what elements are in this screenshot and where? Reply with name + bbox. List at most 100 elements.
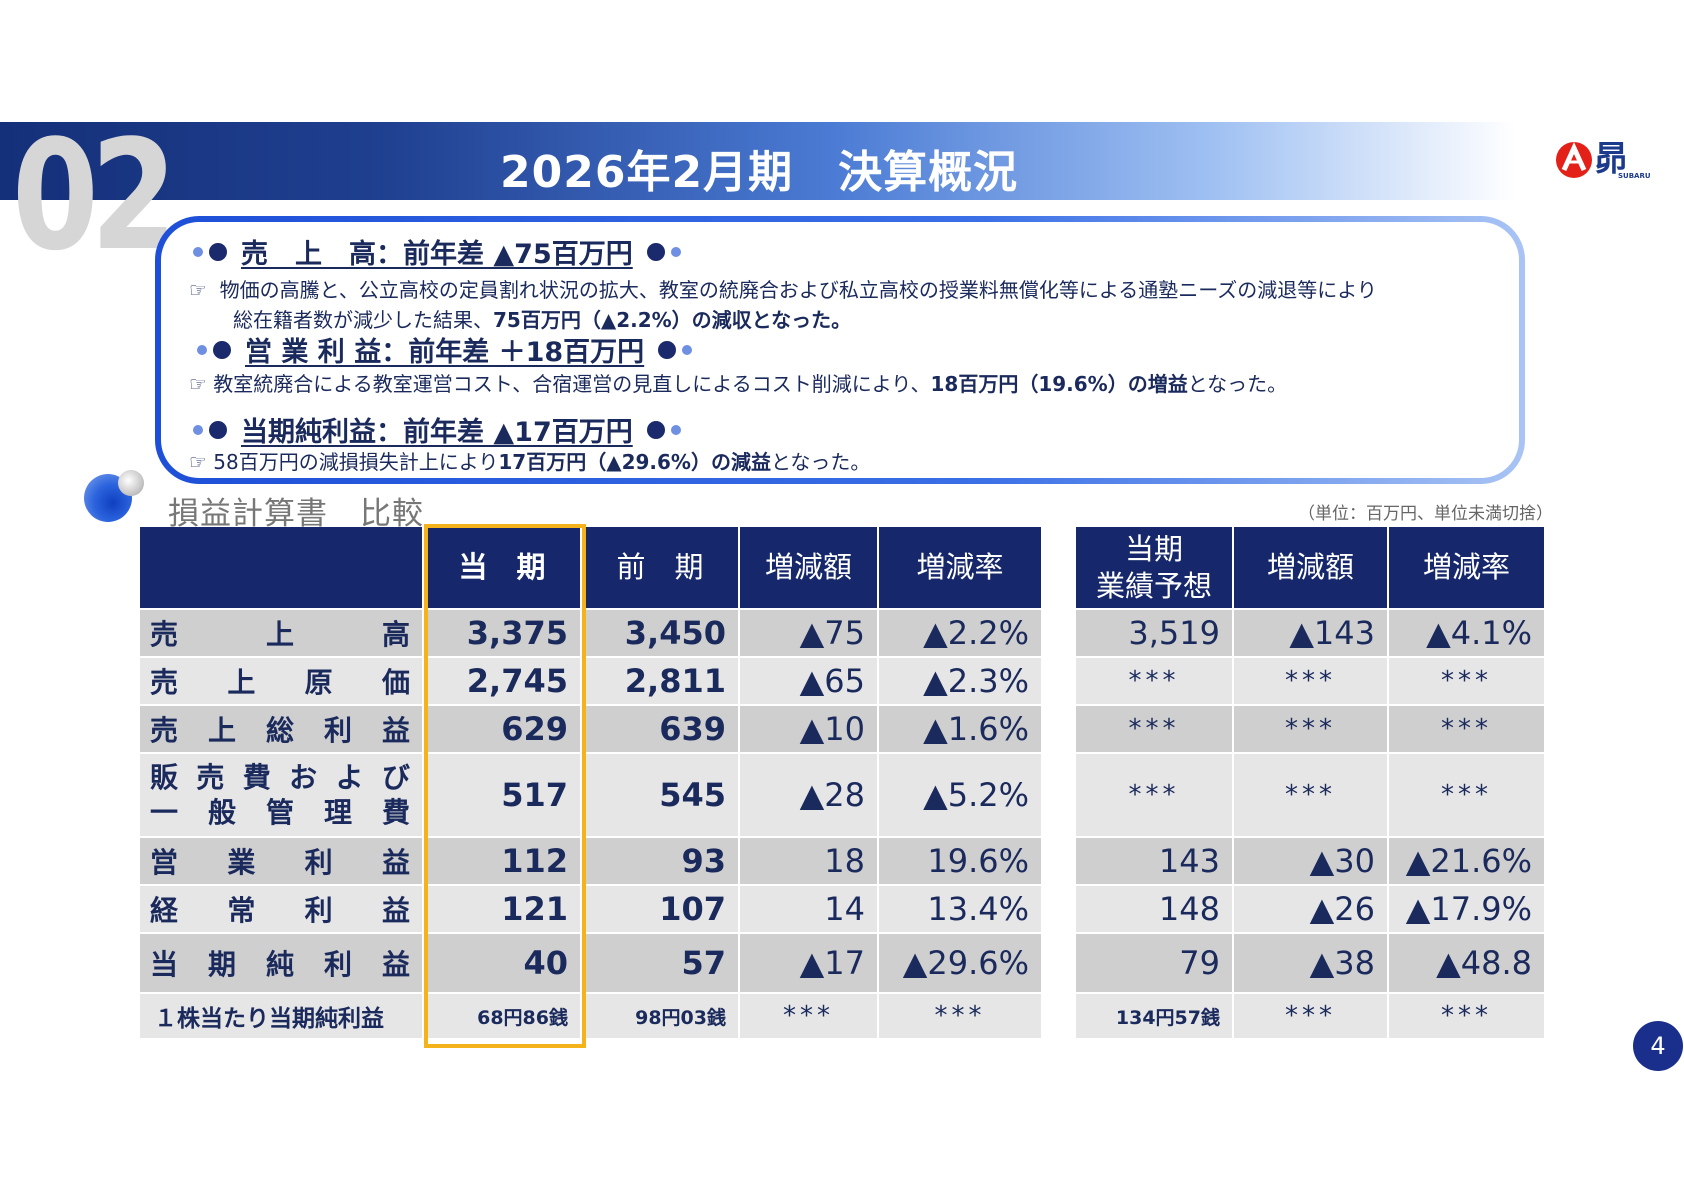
section-orb-small-icon [118,470,144,496]
cell-diff: 14 [740,884,879,932]
cell-forecast: 3,519 [1076,608,1234,656]
cell-diff: ▲17 [740,932,879,992]
table-header-row: 当 期 前 期 増減額 増減率 [140,527,1041,608]
cell-diff: ▲38 [1234,932,1389,992]
table-row: *** *** *** [1076,704,1544,752]
cell-rate: ▲5.2% [879,752,1041,836]
row-label: 販売費および 一般管理費 [140,752,424,836]
cell-diff: *** [740,992,879,1038]
row-label: 売上原価 [140,656,424,704]
cell-diff: 18 [740,836,879,884]
cell-diff: ▲26 [1234,884,1389,932]
cell-forecast: *** [1076,656,1234,704]
cell-current: 112 [424,836,582,884]
cell-diff: ▲10 [740,704,879,752]
net-income-text: ☞ 58百万円の減損損失計上により17百万円（▲29.6%）の減益となった。 [189,450,871,474]
table-row: 売上高 3,375 3,450 ▲75 ▲2.2% [140,608,1041,656]
table-row: 143 ▲30 ▲21.6% [1076,836,1544,884]
table-row: *** *** *** [1076,752,1544,836]
company-logo: 昴 [1556,139,1628,179]
cell-diff: ▲65 [740,656,879,704]
cell-rate: 19.6% [879,836,1041,884]
cell-rate: *** [1389,704,1544,752]
header-current: 当 期 [424,527,582,608]
cell-previous: 93 [582,836,740,884]
cell-current: 517 [424,752,582,836]
cell-rate: ▲17.9% [1389,884,1544,932]
header-band [0,122,1516,200]
cell-rate: ▲48.8 [1389,932,1544,992]
forecast-comparison-table: 当期 業績予想 増減額 増減率 3,519 ▲143 ▲4.1% *** *** … [1076,527,1544,1038]
cell-diff: *** [1234,752,1389,836]
table-header-row: 当期 業績予想 増減額 増減率 [1076,527,1544,608]
table-row: 134円57銭 *** *** [1076,992,1544,1038]
cell-previous: 98円03銭 [582,992,740,1038]
header-forecast: 当期 業績予想 [1076,527,1234,608]
unit-note: （単位：百万円、単位未満切捨） [1298,504,1553,524]
cell-diff: ▲28 [740,752,879,836]
cell-current: 629 [424,704,582,752]
cell-previous: 639 [582,704,740,752]
cell-forecast: 148 [1076,884,1234,932]
cell-diff: *** [1234,992,1389,1038]
income-statement-table: 当 期 前 期 増減額 増減率 売上高 3,375 3,450 ▲75 ▲2.2… [140,527,1041,1038]
pointing-hand-icon: ☞ [189,372,207,396]
summary-box: 売 上 高：前年差 ▲75百万円 ☞ 物価の高騰と、公立高校の定員割れ状況の拡大… [155,216,1525,484]
cell-current: 121 [424,884,582,932]
row-label: 売上総利益 [140,704,424,752]
cell-current: 2,745 [424,656,582,704]
table-row: 当期純利益 40 57 ▲17 ▲29.6% [140,932,1041,992]
cell-diff: *** [1234,656,1389,704]
cell-current: 68円86銭 [424,992,582,1038]
table-row: １株当たり当期純利益 68円86銭 98円03銭 *** *** [140,992,1041,1038]
cell-rate: *** [1389,656,1544,704]
table-row: 79 ▲38 ▲48.8 [1076,932,1544,992]
cell-rate: *** [879,992,1041,1038]
pointing-hand-icon: ☞ [189,450,207,474]
cell-forecast: 134円57銭 [1076,992,1234,1038]
cell-previous: 2,811 [582,656,740,704]
page-number: 4 [1633,1021,1683,1071]
cell-diff: ▲30 [1234,836,1389,884]
row-label: 営業利益 [140,836,424,884]
cell-previous: 545 [582,752,740,836]
table-row: 売上総利益 629 639 ▲10 ▲1.6% [140,704,1041,752]
cell-diff: ▲143 [1234,608,1389,656]
cell-rate: ▲4.1% [1389,608,1544,656]
cell-rate: 13.4% [879,884,1041,932]
row-label: 経常利益 [140,884,424,932]
sales-text-line-2: 総在籍者数が減少した結果、75百万円（▲2.2%）の減収となった。 [233,308,852,332]
cell-previous: 3,450 [582,608,740,656]
cell-rate: ▲2.3% [879,656,1041,704]
cell-previous: 107 [582,884,740,932]
pointing-hand-icon: ☞ [189,278,207,302]
cell-forecast: 79 [1076,932,1234,992]
cell-rate: ▲2.2% [879,608,1041,656]
page-title: 2026年2月期 決算概況 [500,147,1019,198]
cell-rate: *** [1389,752,1544,836]
table-row: 3,519 ▲143 ▲4.1% [1076,608,1544,656]
cell-rate: ▲21.6% [1389,836,1544,884]
cell-rate: ▲1.6% [879,704,1041,752]
logo-caption: SUBARU [1618,172,1651,180]
table-row: 売上原価 2,745 2,811 ▲65 ▲2.3% [140,656,1041,704]
table-row: 148 ▲26 ▲17.9% [1076,884,1544,932]
operating-text: ☞ 教室統廃合による教室運営コスト、合宿運営の見直しによるコスト削減により、18… [189,372,1288,396]
header-rate: 増減率 [1389,527,1544,608]
section-subheading: 損益計算書 比較 [168,496,424,532]
table-row: 営業利益 112 93 18 19.6% [140,836,1041,884]
table-row: 経常利益 121 107 14 13.4% [140,884,1041,932]
header-rate: 増減率 [879,527,1041,608]
sales-heading: 売 上 高：前年差 ▲75百万円 [193,232,681,271]
cell-forecast: 143 [1076,836,1234,884]
cell-forecast: *** [1076,752,1234,836]
cell-diff: ▲75 [740,608,879,656]
header-diff: 増減額 [740,527,879,608]
cell-rate: ▲29.6% [879,932,1041,992]
table-row: *** *** *** [1076,656,1544,704]
row-label: 当期純利益 [140,932,424,992]
cell-current: 3,375 [424,608,582,656]
cell-current: 40 [424,932,582,992]
sales-text-line-1: ☞ 物価の高騰と、公立高校の定員割れ状況の拡大、教室の統廃合および私立高校の授業… [189,278,1377,302]
section-number: 02 [12,107,177,284]
